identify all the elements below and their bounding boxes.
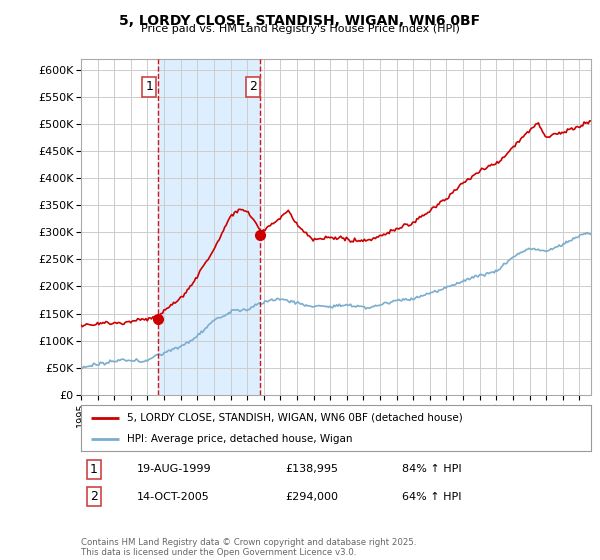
Text: 14-OCT-2005: 14-OCT-2005 <box>137 492 210 502</box>
Text: Contains HM Land Registry data © Crown copyright and database right 2025.
This d: Contains HM Land Registry data © Crown c… <box>81 538 416 557</box>
Text: 64% ↑ HPI: 64% ↑ HPI <box>403 492 462 502</box>
Text: £138,995: £138,995 <box>285 464 338 474</box>
Bar <box>158 59 260 395</box>
Text: 2: 2 <box>90 490 98 503</box>
Text: Price paid vs. HM Land Registry's House Price Index (HPI): Price paid vs. HM Land Registry's House … <box>140 24 460 34</box>
Text: 2: 2 <box>249 81 257 94</box>
Text: 5, LORDY CLOSE, STANDISH, WIGAN, WN6 0BF: 5, LORDY CLOSE, STANDISH, WIGAN, WN6 0BF <box>119 14 481 28</box>
Text: HPI: Average price, detached house, Wigan: HPI: Average price, detached house, Wiga… <box>127 435 352 444</box>
Text: 1: 1 <box>145 81 153 94</box>
Text: 5, LORDY CLOSE, STANDISH, WIGAN, WN6 0BF (detached house): 5, LORDY CLOSE, STANDISH, WIGAN, WN6 0BF… <box>127 413 463 423</box>
Text: £294,000: £294,000 <box>285 492 338 502</box>
Text: 19-AUG-1999: 19-AUG-1999 <box>137 464 212 474</box>
Text: 1: 1 <box>90 463 98 476</box>
Text: 84% ↑ HPI: 84% ↑ HPI <box>403 464 462 474</box>
